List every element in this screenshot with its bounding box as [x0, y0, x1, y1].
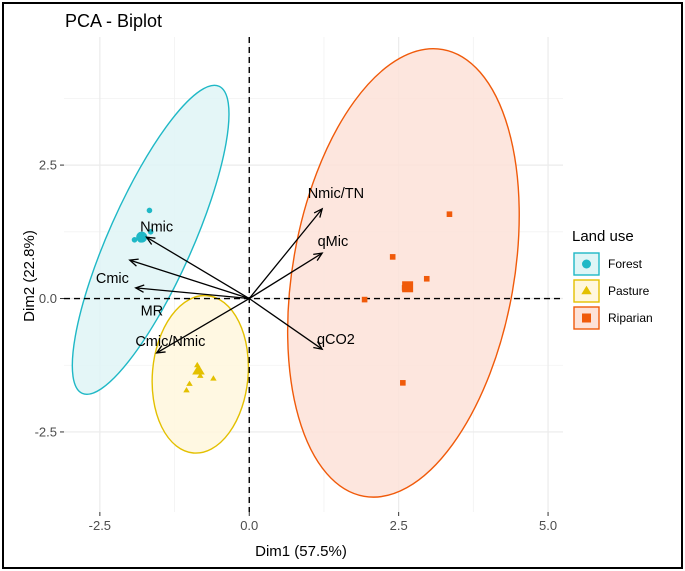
- variable-label: Cmic/Nmic: [135, 334, 205, 350]
- group-centroid-forest: [136, 231, 148, 243]
- variable-arrow-shaft: [248, 297, 323, 350]
- data-point-forest: [131, 237, 138, 243]
- variable-arrow-head: [313, 252, 324, 261]
- confidence-ellipse-riparian: [286, 47, 520, 498]
- x-tick-label: 5.0: [539, 518, 557, 533]
- variable-arrow-shaft: [248, 252, 323, 300]
- data-point-pasture: [183, 387, 190, 393]
- legend-marker-riparian: [582, 313, 591, 323]
- variable-label: Nmic: [140, 219, 173, 235]
- legend-marker-forest: [582, 259, 591, 269]
- legend-label-pasture: Pasture: [608, 284, 650, 298]
- variable-arrow-shaft: [156, 297, 250, 354]
- variable-label: qMic: [318, 234, 349, 250]
- variable-arrow-head: [128, 258, 139, 267]
- variable-label: qCO2: [317, 332, 355, 348]
- data-point-riparian: [389, 254, 396, 260]
- variable-arrow-shaft: [129, 259, 250, 300]
- data-point-riparian: [446, 211, 453, 217]
- variable-arrow-shaft: [146, 236, 250, 300]
- variable-arrow-shaft: [135, 287, 250, 300]
- data-point-pasture: [210, 375, 217, 381]
- variable-arrow-shaft: [248, 208, 323, 299]
- x-tick-label: 2.5: [390, 518, 408, 533]
- y-axis-label: Dim2 (22.8%): [21, 230, 38, 322]
- y-tick-label: -2.5: [35, 424, 57, 439]
- chart-title: PCA - Biplot: [65, 11, 162, 31]
- group-centroid-riparian: [402, 281, 414, 293]
- data-point-riparian: [400, 380, 406, 386]
- x-tick-label: -2.5: [89, 518, 111, 533]
- x-tick-label: 0.0: [240, 518, 258, 533]
- group-centroid-pasture: [192, 364, 205, 375]
- variable-arrow-head: [313, 207, 324, 218]
- y-tick-label: 0.0: [39, 291, 57, 306]
- data-point-riparian: [361, 296, 368, 303]
- data-point-riparian: [423, 275, 430, 282]
- variable-label: MR: [141, 303, 164, 319]
- legend-marker-pasture: [581, 285, 592, 295]
- legend-label-riparian: Riparian: [608, 311, 653, 325]
- legend: Land use Forest Pasture Riparian: [572, 228, 653, 330]
- y-tick-label: 2.5: [39, 158, 57, 173]
- variable-arrow-head: [313, 341, 324, 351]
- variable-arrow-head: [155, 345, 166, 354]
- variable-label: Nmic/TN: [308, 186, 364, 202]
- data-point-pasture: [197, 372, 204, 378]
- variable-arrow-head: [145, 236, 156, 245]
- legend-label-forest: Forest: [608, 257, 643, 271]
- data-point-forest: [147, 229, 154, 235]
- x-axis-label: Dim1 (57.5%): [255, 543, 347, 560]
- variable-arrow-head: [134, 284, 145, 293]
- data-point-pasture: [186, 380, 193, 386]
- variable-label: Cmic: [96, 271, 129, 287]
- legend-title: Land use: [572, 228, 634, 245]
- data-point-forest: [146, 207, 153, 214]
- plot-area: Nmic/TN qMic Nmic Cmic MR Cmic/Nmic qCO2 -2.5 0.…: [35, 37, 563, 533]
